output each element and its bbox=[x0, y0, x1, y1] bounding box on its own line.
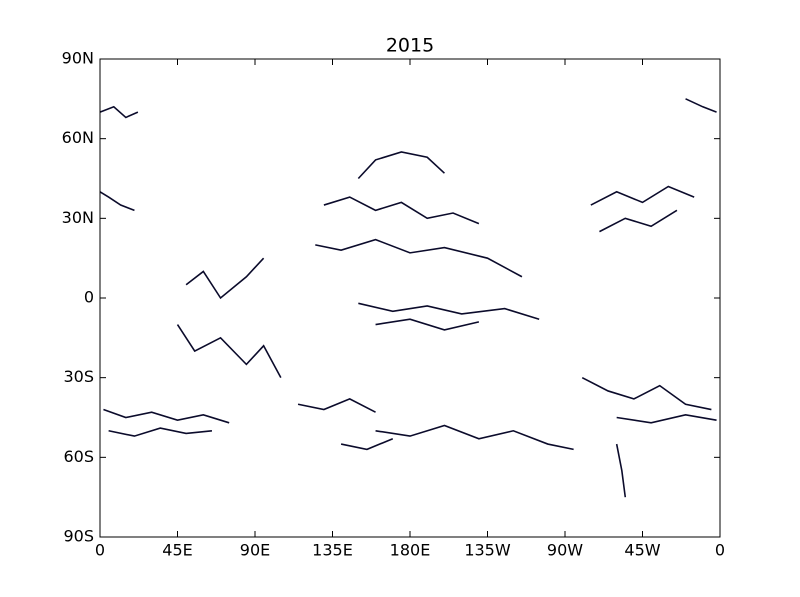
drifter-track bbox=[103, 408, 230, 424]
x-tick-label: 0 bbox=[715, 541, 725, 560]
y-tick-label: 60N bbox=[62, 128, 94, 147]
x-tick-label: 180E bbox=[390, 541, 431, 560]
drifter-track bbox=[581, 376, 712, 411]
drifter-track bbox=[315, 238, 523, 278]
drifter-track bbox=[375, 424, 574, 451]
x-tick-label: 0 bbox=[95, 541, 105, 560]
drifter-track bbox=[297, 398, 376, 413]
x-tick-label: 45W bbox=[624, 541, 660, 560]
y-tick-label: 30S bbox=[63, 367, 94, 386]
x-tick-label: 90W bbox=[547, 541, 583, 560]
y-tick-label: 90N bbox=[62, 49, 94, 68]
y-tick-label: 0 bbox=[84, 288, 94, 307]
x-tick-label: 45E bbox=[162, 541, 192, 560]
x-tick-label: 135E bbox=[312, 541, 353, 560]
drifter-track bbox=[615, 443, 627, 498]
drifter-track bbox=[616, 414, 717, 424]
drifter-track bbox=[590, 185, 695, 206]
drifter-track bbox=[185, 257, 265, 300]
drifter-track bbox=[599, 209, 678, 233]
x-tick-label: 90E bbox=[240, 541, 270, 560]
drifter-track bbox=[357, 151, 445, 180]
drifter-track bbox=[99, 191, 135, 212]
y-tick-label: 30N bbox=[62, 208, 94, 227]
y-tick-label: 90S bbox=[63, 527, 94, 546]
drifter-track bbox=[358, 302, 540, 321]
drifter-track bbox=[340, 438, 394, 451]
map-title: 2015 bbox=[386, 35, 434, 57]
drifter-track bbox=[99, 105, 139, 119]
x-tick-label: 135W bbox=[464, 541, 511, 560]
y-tick-label: 60S bbox=[63, 447, 94, 466]
drifter-track bbox=[375, 318, 480, 331]
drifter-track bbox=[323, 196, 480, 225]
drifter-track bbox=[108, 427, 213, 437]
drifter-track bbox=[685, 98, 717, 113]
drifter-track bbox=[176, 324, 282, 379]
